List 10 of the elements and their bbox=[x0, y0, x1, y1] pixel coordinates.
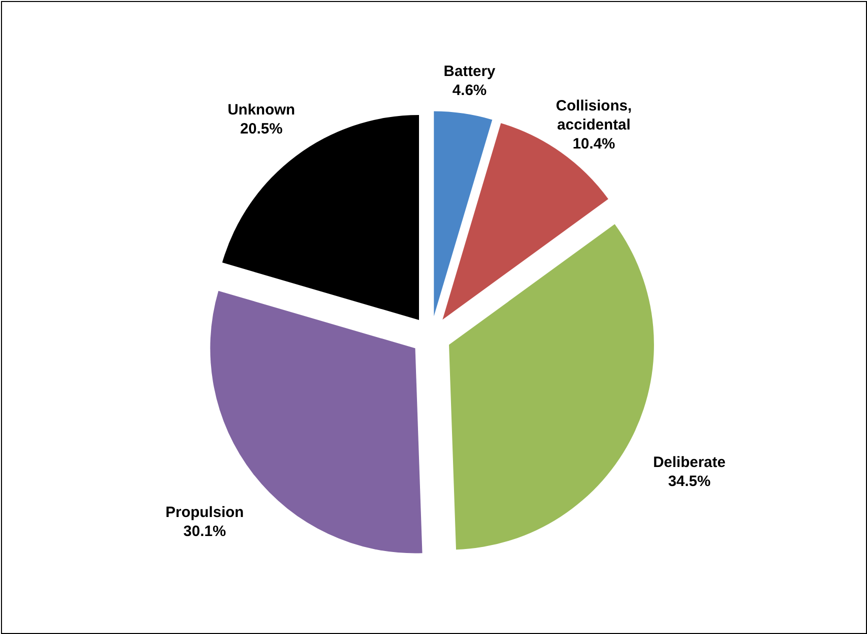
data-label: 30.1% bbox=[183, 522, 226, 540]
slice-label: Battery bbox=[444, 62, 496, 80]
data-label: 20.5% bbox=[240, 120, 283, 138]
slice-label: Unknown bbox=[228, 102, 296, 119]
data-label: 4.6% bbox=[452, 82, 487, 99]
slice-label: Deliberate bbox=[653, 454, 726, 471]
data-label: 34.5% bbox=[668, 472, 711, 490]
slice-label: Propulsion bbox=[165, 504, 244, 521]
slice-label: Collisions, accidental bbox=[556, 98, 632, 134]
data-label: 10.4% bbox=[572, 136, 616, 153]
